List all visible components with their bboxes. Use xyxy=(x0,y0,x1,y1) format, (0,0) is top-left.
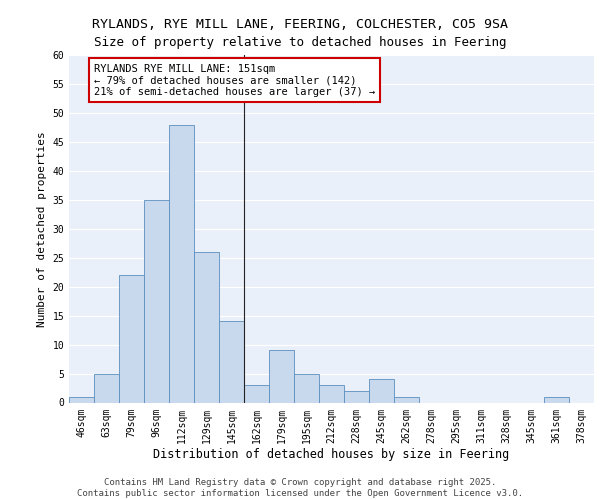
Bar xyxy=(94,374,119,402)
Text: RYLANDS RYE MILL LANE: 151sqm
← 79% of detached houses are smaller (142)
21% of : RYLANDS RYE MILL LANE: 151sqm ← 79% of d… xyxy=(94,64,375,97)
Y-axis label: Number of detached properties: Number of detached properties xyxy=(37,131,47,326)
Bar xyxy=(194,252,219,402)
Bar xyxy=(244,385,269,402)
Bar xyxy=(219,322,244,402)
Bar xyxy=(544,396,569,402)
Bar xyxy=(119,275,144,402)
Bar xyxy=(269,350,294,403)
Bar xyxy=(344,391,369,402)
Text: Contains HM Land Registry data © Crown copyright and database right 2025.
Contai: Contains HM Land Registry data © Crown c… xyxy=(77,478,523,498)
Text: Size of property relative to detached houses in Feering: Size of property relative to detached ho… xyxy=(94,36,506,49)
Bar xyxy=(169,124,194,402)
Text: RYLANDS, RYE MILL LANE, FEERING, COLCHESTER, CO5 9SA: RYLANDS, RYE MILL LANE, FEERING, COLCHES… xyxy=(92,18,508,30)
Bar xyxy=(144,200,169,402)
Bar xyxy=(319,385,344,402)
Bar xyxy=(294,374,319,402)
Bar xyxy=(369,380,394,402)
Bar xyxy=(394,396,419,402)
X-axis label: Distribution of detached houses by size in Feering: Distribution of detached houses by size … xyxy=(154,448,509,461)
Bar xyxy=(69,396,94,402)
